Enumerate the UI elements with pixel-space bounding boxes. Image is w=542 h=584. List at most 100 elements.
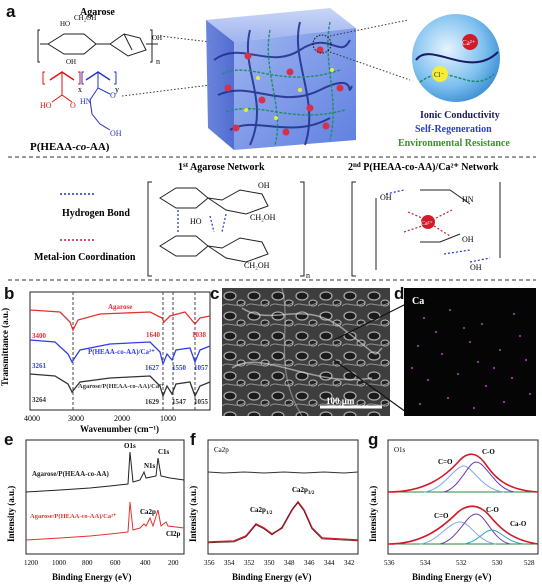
property-self-regeneration: Self-Regeneration <box>415 124 492 135</box>
panel-d-eds-map: Ca <box>404 288 536 416</box>
ftir-peak-label: 1547 <box>172 398 187 406</box>
ca2p-reference-spectrum <box>207 471 359 474</box>
panel-f-xtick: 352 <box>244 559 255 567</box>
svg-text:OH: OH <box>110 129 122 138</box>
panel-b-xtick: 2000 <box>114 414 130 423</box>
o1s-bottom-fitted-envelope <box>387 505 539 545</box>
xps-survey-legend-1: Agarose/P(HEAA-co-AA) <box>32 470 110 478</box>
ftir-legend-agarose-copolymer-ca: Agarose/P(HEAA-co-AA)/Ca²⁺ <box>78 383 165 390</box>
agarose-n: n <box>156 57 160 66</box>
xps-peak-label: O1s <box>124 442 136 450</box>
svg-text:HN: HN <box>462 195 474 204</box>
svg-text:O: O <box>70 101 76 110</box>
copolymer-title: P(HEAA-co-AA) <box>30 141 110 153</box>
ftir-peak-label: 1057 <box>194 364 209 372</box>
xps-survey-series-agarose-copolymer <box>25 451 185 493</box>
ftir-peak-label: 1640 <box>146 331 161 339</box>
panel-e-ylabel: Intensity (a.u.) <box>6 486 16 542</box>
panel-g-xtick: 534 <box>420 559 431 567</box>
panel-label-e: e <box>4 430 14 449</box>
svg-text:HO: HO <box>190 217 202 226</box>
panel-e-xlabel: Binding Energy (eV) <box>52 572 132 582</box>
panel-f-xtick: 354 <box>224 559 235 567</box>
ftir-peak-label: 1038 <box>192 331 207 339</box>
first-network-title: 1st Agarose Network <box>178 161 265 173</box>
network-structures: 1st Agarose Network 2nd P(HEAA-co-AA)/Ca… <box>8 161 536 281</box>
ca2p-fitted-spectrum <box>207 500 359 543</box>
o1s-top-fitted-envelope <box>387 453 539 493</box>
svg-text:O: O <box>110 91 116 100</box>
agarose-structure <box>37 29 158 63</box>
copolymer-ca-network-structure <box>351 181 501 277</box>
ftir-series-copolymer-ca <box>29 339 211 367</box>
svg-text:Ca²⁺: Ca²⁺ <box>421 220 433 227</box>
o1s-top-c-o-component <box>443 461 515 493</box>
panel-label-f: f <box>190 430 196 449</box>
o1s-top-label: C-O <box>482 448 495 456</box>
panel-c-sem-image: 100 μm <box>222 288 390 416</box>
panel-e-axes <box>25 439 185 555</box>
panel-g-ylabel: Intensity (a.u.) <box>368 486 378 542</box>
panel-g-title: O1s <box>394 446 406 454</box>
panel-label-d: d <box>394 284 405 303</box>
property-environmental-resistance: Environmental Resistance <box>398 138 510 149</box>
panel-f-xtick: 356 <box>204 559 215 567</box>
panel-f-xtick: 346 <box>304 559 315 567</box>
o1s-top-c-eq-o-component <box>423 465 505 493</box>
panel-f-ca2p-spectrum: Intensity (a.u.) Ca2p Ca2p1/2 Ca2p3/2 35… <box>188 439 359 582</box>
agarose-title: Agarose <box>80 7 115 18</box>
svg-text:OH: OH <box>462 235 474 244</box>
panel-g-o1s-spectrum: Intensity (a.u.) O1s C=O C-O C=O C-O Ca-… <box>368 439 539 582</box>
panel-b-xlabel: Wavenumber (cm⁻¹) <box>80 424 159 434</box>
xps-peak-label: Ca2p <box>140 508 156 516</box>
panel-f-xtick: 350 <box>264 559 275 567</box>
panel-g-xtick: 530 <box>492 559 503 567</box>
metal-legend-label: Metal-ion Coordination <box>34 252 136 263</box>
ca2p-peak-3-2: Ca2p3/2 <box>292 486 315 496</box>
panel-e-xtick: 600 <box>110 559 121 567</box>
svg-text:HO: HO <box>60 20 70 28</box>
ftir-peak-label: 1055 <box>194 398 209 406</box>
panel-b-ylabel: Transmittance (a.u.) <box>0 308 10 386</box>
ion-cl-label: Cl⁻ <box>434 71 445 79</box>
panel-e-xtick: 1000 <box>52 559 67 567</box>
svg-text:OH: OH <box>380 193 392 202</box>
panel-f-xtick: 342 <box>344 559 355 567</box>
second-network-title: 2nd P(HEAA-co-AA)/Ca²⁺ Network <box>348 161 499 173</box>
panel-b-xtick: 3000 <box>68 414 84 423</box>
panel-g-xlabel: Binding Energy (eV) <box>412 572 492 582</box>
xps-peak-label: C1s <box>158 448 170 456</box>
agarose-network-structure <box>147 181 305 277</box>
panel-label-c: c <box>210 284 220 303</box>
panel-f-axes <box>207 439 359 555</box>
ftir-series-agarose <box>29 309 211 332</box>
hydrogel-cube <box>206 8 356 150</box>
o1s-bottom-ca-o-component <box>463 529 525 545</box>
ftir-peak-label: 3400 <box>32 332 47 340</box>
o1s-top-label: C=O <box>438 458 453 466</box>
xps-survey-series-agarose-copolymer-ca <box>25 501 185 541</box>
panel-label-g: g <box>368 430 379 449</box>
ftir-peak-label: 3264 <box>32 396 47 404</box>
svg-text:y: y <box>115 85 119 94</box>
ion-sphere <box>412 14 500 102</box>
panel-b-xtick: 4000 <box>24 414 40 423</box>
panel-f-ylabel: Intensity (a.u.) <box>188 486 198 542</box>
panel-b-axes <box>29 291 211 411</box>
panel-e-xtick: 1200 <box>24 559 39 567</box>
ftir-peak-label: 3261 <box>32 362 47 370</box>
panel-e-xtick: 800 <box>82 559 93 567</box>
xps-peak-label: Cl2p <box>166 530 181 538</box>
svg-text:OH: OH <box>66 58 76 66</box>
panel-f-xtick: 348 <box>284 559 295 567</box>
panel-e-xtick: 400 <box>140 559 151 567</box>
ca-ion <box>421 215 435 229</box>
panel-g-xtick: 532 <box>456 559 467 567</box>
svg-text:OH: OH <box>258 181 270 190</box>
o1s-bottom-label: C=O <box>434 512 449 520</box>
svg-text:CH₂OH: CH₂OH <box>244 261 270 270</box>
svg-text:CH₂OH: CH₂OH <box>250 213 276 222</box>
panel-b-ftir-chart: Transmittance (a.u.) Agarose 3400 1640 1… <box>0 291 211 434</box>
eds-element-label: Ca <box>412 296 424 307</box>
svg-text:x: x <box>78 85 82 94</box>
